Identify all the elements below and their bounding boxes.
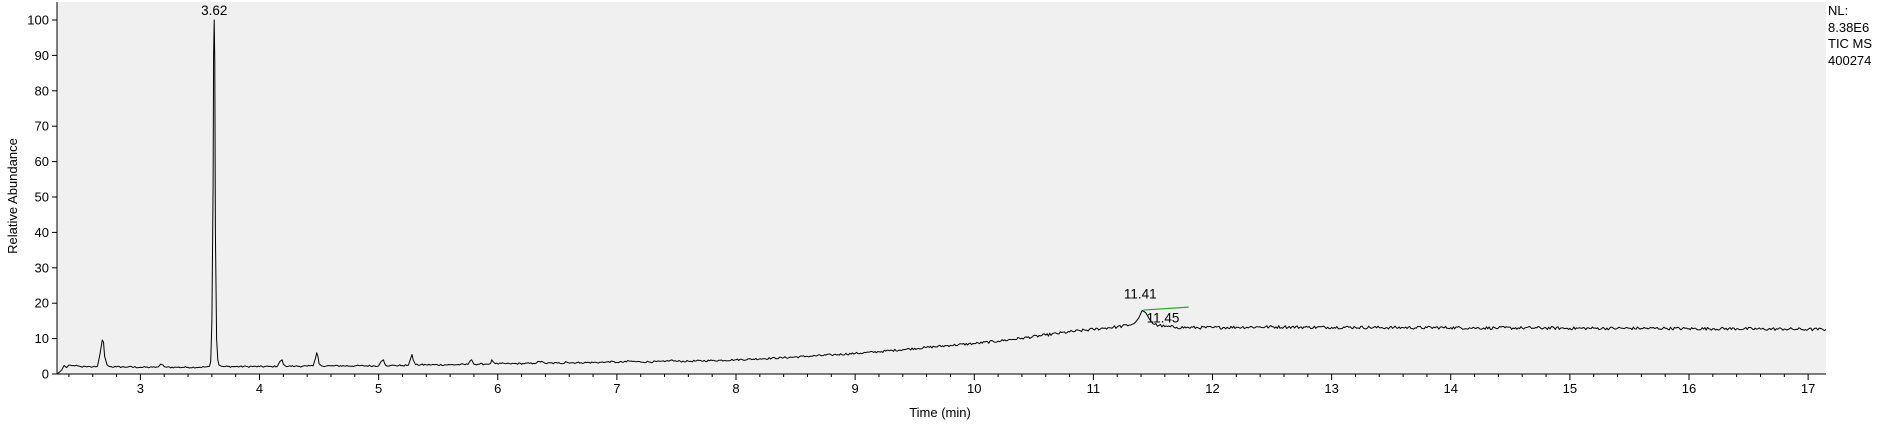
y-tick-label: 30	[35, 260, 49, 275]
sample-id: 400274	[1828, 52, 1872, 68]
trace-group	[56, 19, 1827, 375]
x-tick-label: 6	[494, 381, 501, 396]
x-tick-label: 13	[1324, 381, 1338, 396]
x-tick-label: 11	[1087, 381, 1101, 396]
y-axis: 0 10 20 30 40 50 60 70 80 90 100	[27, 13, 57, 382]
x-axis-title: Time (min)	[909, 405, 971, 420]
x-axis: 3 4 5 6 7 8 9 10 11 12 13 14 15 16 17	[68, 374, 1815, 396]
tic-trace-line	[56, 19, 1827, 375]
y-tick-label: 40	[35, 225, 49, 240]
x-tick-label: 3	[137, 381, 144, 396]
y-axis-title: Relative Abundance	[5, 138, 20, 254]
x-tick-label: 12	[1205, 381, 1219, 396]
y-tick-label: 100	[27, 13, 49, 28]
y-tick-label: 10	[35, 331, 49, 346]
x-tick-label: 4	[256, 381, 263, 396]
x-tick-label: 15	[1563, 381, 1577, 396]
x-tick-label: 14	[1444, 381, 1458, 396]
x-tick-label: 5	[375, 381, 382, 396]
x-tick-label: 17	[1801, 381, 1815, 396]
y-tick-label: 20	[35, 296, 49, 311]
peak-label: 11.45	[1147, 310, 1180, 325]
peak-label: 3.62	[201, 3, 227, 18]
x-tick-label: 7	[613, 381, 620, 396]
x-tick-label: 10	[967, 381, 981, 396]
peak-labels: 3.62 11.41 11.45	[201, 3, 1179, 325]
y-tick-label: 70	[35, 119, 49, 134]
y-tick-label: 80	[35, 83, 49, 98]
x-tick-label: 9	[852, 381, 859, 396]
y-tick-label: 90	[35, 48, 49, 63]
integration-baseline-group	[1143, 306, 1189, 311]
x-tick-label: 8	[732, 381, 739, 396]
integration-baseline	[1143, 306, 1189, 311]
y-tick-label: 60	[35, 154, 49, 169]
scan-filter: TIC MS	[1828, 36, 1873, 51]
x-tick-label: 16	[1682, 381, 1696, 396]
nl-label: NL:	[1828, 3, 1849, 18]
y-tick-label: 50	[35, 190, 49, 205]
y-tick-label: 0	[42, 367, 49, 382]
nl-value: 8.38E6	[1828, 19, 1870, 35]
trace-info-block: NL: 8.38E6 TIC MS 400274	[1828, 3, 1872, 69]
peak-label: 11.41	[1124, 286, 1157, 301]
plot-area-background	[57, 2, 1826, 374]
